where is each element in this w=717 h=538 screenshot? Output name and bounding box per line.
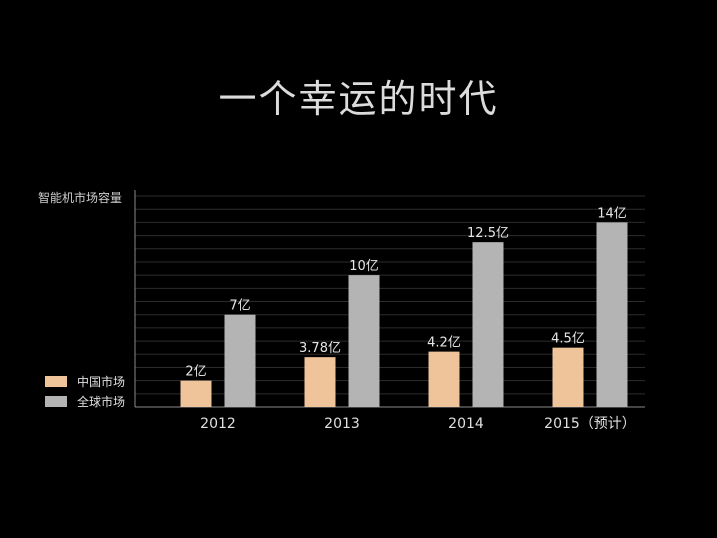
bar-china-2	[428, 351, 460, 407]
bar-global-1	[348, 275, 380, 407]
legend-label-global: 全球市场	[77, 394, 125, 409]
data-label-global-2: 12.5亿	[467, 226, 509, 241]
y-axis-label: 智能机市场容量	[38, 190, 122, 205]
data-label-china-0: 2亿	[185, 365, 206, 380]
legend-swatch-global	[45, 396, 67, 407]
data-label-china-2: 4.2亿	[427, 336, 461, 351]
x-tick-labels: 2012 2013 2014 2015（预计）	[200, 416, 636, 432]
chart-grid	[135, 195, 645, 395]
x-tick-label: 2015（预计）	[544, 416, 636, 432]
data-label-china-1: 3.78亿	[299, 341, 341, 356]
data-labels: 2亿 7亿 3.78亿 10亿 4.2亿 12.5亿 4.5亿 14亿	[185, 206, 626, 379]
bar-global-2	[472, 242, 504, 407]
bar-china-0	[180, 380, 212, 407]
legend-swatch-china	[45, 376, 67, 387]
x-tick-label: 2014	[448, 416, 484, 432]
bars	[180, 222, 628, 407]
data-label-china-3: 4.5亿	[551, 332, 585, 347]
data-label-global-3: 14亿	[597, 206, 627, 221]
data-label-global-1: 10亿	[349, 259, 379, 274]
legend-label-china: 中国市场	[77, 374, 125, 389]
data-label-global-0: 7亿	[229, 299, 250, 314]
bar-global-0	[224, 314, 256, 407]
x-tick-label: 2013	[324, 416, 360, 432]
slide-title: 一个幸运的时代	[218, 77, 499, 121]
bar-global-3	[596, 222, 628, 407]
bar-china-3	[552, 347, 584, 407]
bar-china-1	[304, 357, 336, 407]
x-tick-label: 2012	[200, 416, 236, 432]
